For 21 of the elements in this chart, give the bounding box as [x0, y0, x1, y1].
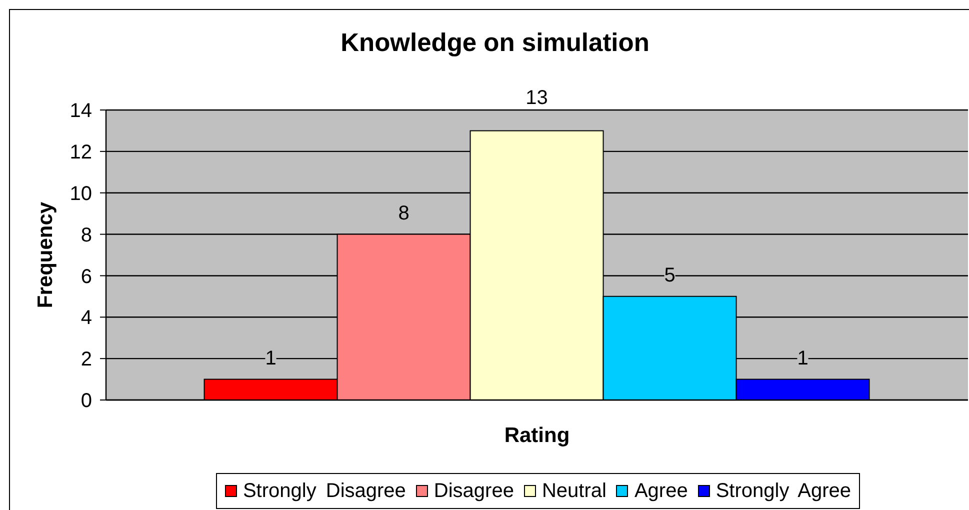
y-tick-label: 6	[80, 266, 92, 288]
legend-label: Strongly Disagree	[242, 480, 406, 502]
data-label: 1	[265, 347, 276, 370]
legend-label: Strongly Agree	[716, 480, 852, 502]
data-label: 5	[664, 264, 676, 286]
y-tick-label: 14	[70, 100, 92, 122]
y-axis-title: Frequency	[34, 202, 56, 308]
y-tick-label: 0	[80, 390, 92, 412]
y-tick-label: 2	[80, 348, 92, 371]
x-axis-title: Rating	[504, 424, 570, 446]
y-tick-label: 10	[70, 182, 92, 205]
y-tick-label: 4	[80, 307, 92, 330]
legend-label: Disagree	[434, 480, 514, 502]
legend-label: Agree	[634, 480, 688, 502]
chart-title: Knowledge on simulation	[340, 29, 650, 58]
legend-label: Neutral	[542, 480, 606, 502]
data-label: 1	[797, 347, 808, 370]
y-tick-label: 8	[80, 224, 92, 246]
data-label: 8	[398, 202, 410, 224]
y-tick-label: 12	[70, 142, 92, 164]
data-label: 13	[526, 87, 548, 109]
